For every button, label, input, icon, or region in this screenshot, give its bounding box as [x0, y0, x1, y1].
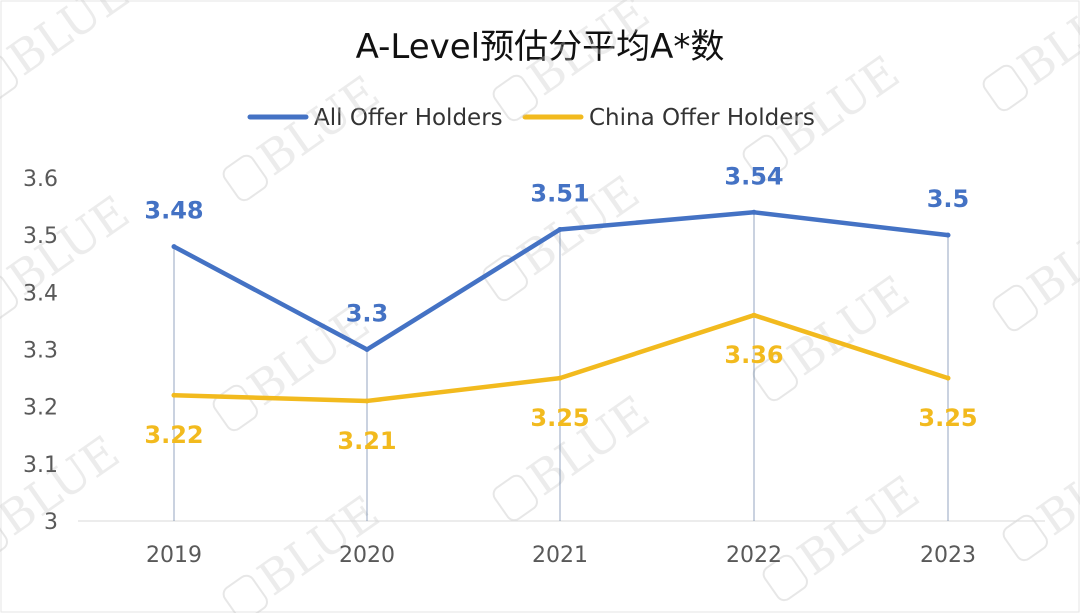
data-label: 3.48 — [144, 197, 203, 225]
data-point — [751, 209, 757, 215]
chart-title: A-Level预估分平均A*数 — [356, 27, 725, 67]
data-label: 3.22 — [144, 421, 203, 449]
data-label: 3.51 — [530, 179, 589, 207]
data-label: 3.21 — [337, 427, 396, 455]
watermark-badge — [1002, 514, 1049, 562]
data-label: 3.36 — [724, 341, 783, 369]
y-tick-label: 3.3 — [23, 339, 58, 364]
watermark-badge — [222, 154, 269, 202]
x-tick-label: 2021 — [532, 543, 588, 568]
data-point — [364, 347, 370, 352]
data-point — [171, 392, 177, 398]
watermark-badge — [492, 74, 539, 122]
data-label: 3.54 — [724, 162, 783, 190]
data-label: 3.5 — [927, 185, 970, 213]
series-layer — [171, 209, 951, 404]
watermark-badge — [482, 254, 529, 302]
y-axis: 3 3.1 3.2 3.3 3.4 3.5 3.6 — [23, 167, 58, 535]
legend-label-china-offer-holders: China Offer Holders — [589, 105, 815, 131]
data-point — [557, 226, 563, 232]
watermark-badge — [0, 274, 19, 322]
y-tick-label: 3 — [44, 510, 58, 535]
data-label: 3.3 — [346, 300, 389, 328]
data-point — [945, 375, 951, 381]
watermark-badge — [492, 474, 539, 522]
data-labels: 3.48 3.3 3.51 3.54 3.5 3.22 3.21 3.25 3.36 3.25 — [144, 162, 977, 455]
watermark-badge — [752, 354, 799, 402]
watermark-badge — [742, 134, 789, 182]
legend: All Offer Holders China Offer Holders — [247, 105, 815, 131]
watermark-badge — [762, 554, 809, 602]
data-point — [751, 312, 757, 318]
watermark-badge — [992, 284, 1039, 332]
y-tick-label: 3.4 — [23, 281, 58, 306]
data-point — [364, 398, 370, 404]
legend-label-all-offer-holders: All Offer Holders — [314, 105, 503, 131]
x-axis: 2019 2020 2021 2022 2023 — [78, 520, 1045, 568]
y-tick-label: 3.6 — [23, 167, 58, 192]
y-tick-label: 3.2 — [23, 396, 58, 421]
data-point — [171, 244, 177, 250]
watermark-badge — [222, 574, 269, 613]
y-tick-label: 3.5 — [23, 224, 58, 249]
data-point — [945, 232, 951, 238]
x-tick-label: 2023 — [920, 543, 976, 568]
watermark-badge — [0, 54, 19, 102]
data-point — [557, 375, 563, 381]
data-label: 3.25 — [918, 404, 977, 432]
x-tick-label: 2019 — [146, 543, 202, 568]
x-tick-label: 2020 — [339, 543, 395, 568]
data-label: 3.25 — [530, 404, 589, 432]
watermark-badge — [982, 64, 1029, 112]
x-tick-label: 2022 — [726, 543, 782, 568]
y-tick-label: 3.1 — [23, 453, 58, 478]
